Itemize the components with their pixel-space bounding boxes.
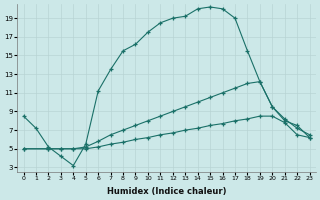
X-axis label: Humidex (Indice chaleur): Humidex (Indice chaleur)	[107, 187, 226, 196]
